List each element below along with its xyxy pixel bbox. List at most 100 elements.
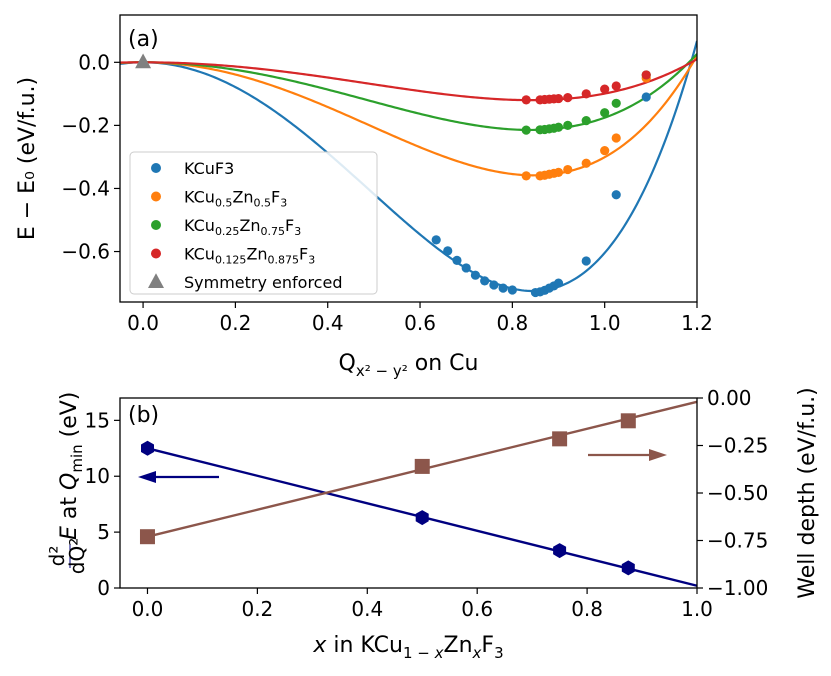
legend-label-3: KCu0.125Zn0.875F3 (184, 245, 315, 267)
point-2-8 (600, 108, 610, 118)
b-point-0-0 (141, 440, 154, 456)
a-y-axis-label: E − E₀ (eV/f.u.) (15, 77, 40, 240)
legend-marker-2 (151, 220, 161, 230)
point-0-14 (553, 278, 564, 288)
b-point-0-2 (553, 543, 567, 559)
a-xtick-label-0: 0.0 (127, 311, 159, 335)
b-xtick-label-1: 0.2 (241, 597, 273, 621)
point-0-16 (611, 190, 621, 200)
b-ytick-left-label-0: 0 (97, 576, 110, 600)
b-xtick-label-2: 0.4 (351, 597, 383, 621)
a-xtick-label-6: 1.2 (681, 311, 713, 335)
a-ytick-label-2: −0.4 (61, 176, 110, 200)
point-1-8 (600, 146, 610, 156)
a-ytick-label-1: −0.2 (61, 113, 110, 137)
point-2-9 (611, 98, 621, 108)
point-1-7 (581, 158, 591, 168)
a-x-axis-label: Qx² − y² on Cu (339, 351, 479, 380)
b-ytick-right-label-3: −0.75 (707, 529, 768, 553)
b-xtick-label-5: 1.0 (681, 597, 713, 621)
point-0-8 (507, 285, 517, 295)
legend-marker-0 (151, 163, 161, 173)
point-2-5 (553, 122, 564, 132)
point-0-2 (452, 255, 462, 265)
a-xtick-label-3: 0.6 (404, 311, 436, 335)
b-point-1-0 (139, 529, 155, 545)
point-2-0 (521, 125, 531, 135)
panel-a-legend: KCuF3 KCu0.5Zn0.5F3 KCu0.25Zn0.75F3 KCu0.12… (129, 151, 378, 295)
b-point-1-2 (552, 431, 568, 447)
point-3-9 (611, 81, 621, 91)
left-axis-arrow (138, 471, 219, 483)
point-0-17 (641, 92, 651, 102)
legend-box (129, 151, 378, 295)
point-1-9 (611, 133, 621, 143)
a-xtick-label-2: 0.4 (312, 311, 344, 335)
b-point-1-3 (620, 413, 636, 429)
point-3-7 (581, 89, 591, 99)
point-2-6 (563, 120, 573, 130)
left-arrow-head (138, 471, 156, 483)
curve-3 (120, 58, 697, 102)
legend-label-4: Symmetry enforced (184, 273, 342, 292)
b-left-y-frac-num: d² (45, 546, 69, 567)
panel-b-curvature-and-well-depth: 0.0 0.2 0.4 0.6 0.8 1.0 0 5 10 15 0.00 −0.25 −0.50 −0… (45, 386, 820, 662)
legend-marker-3 (151, 248, 161, 259)
point-2-7 (581, 116, 591, 126)
point-3-8 (600, 84, 610, 94)
b-point-1-1 (414, 458, 430, 474)
point-3-5 (553, 93, 564, 104)
b-left-y-label-text: E at Qmin (eV) (57, 392, 86, 540)
panel-a-frame (119, 14, 698, 303)
point-1-0 (521, 171, 531, 181)
a-xtick-label-4: 0.8 (496, 311, 528, 335)
b-point-0-1 (415, 510, 429, 526)
legend-marker-1 (151, 191, 161, 202)
curve-2 (120, 53, 697, 132)
a-xtick-label-1: 0.2 (219, 311, 251, 335)
right-axis-arrow (588, 449, 667, 461)
b-ytick-right-label-2: −0.50 (707, 481, 768, 505)
curve-0 (120, 40, 697, 293)
legend-marker-4 (148, 273, 164, 288)
legend-label-0: KCuF3 (184, 159, 234, 178)
point-3-0 (521, 95, 531, 105)
b-xtick-label-0: 0.0 (132, 597, 164, 621)
panel-a-energy-curves: 0.0 0.2 0.4 0.6 0.8 1.0 1.2 0.0 −0.2 −0.4 −0.6 (a) Q… (15, 14, 713, 380)
point-1-5 (553, 167, 564, 177)
point-4-0 (135, 53, 152, 69)
point-0-7 (498, 283, 508, 293)
panel-b-label: (b) (128, 403, 159, 428)
b-xtick-label-3: 0.6 (461, 597, 493, 621)
b-right-y-axis-label: Well depth (eV/f.u.) (795, 387, 820, 598)
b-ytick-right-label-0: 0.00 (707, 386, 752, 410)
b-ytick-right-label-1: −0.25 (707, 434, 768, 458)
b-x-axis-label: x in KCu1 − xZnxF3 (312, 633, 503, 662)
b-xtick-label-4: 0.8 (571, 597, 603, 621)
point-0-4 (470, 270, 481, 280)
point-3-6 (563, 93, 573, 103)
point-0-1 (443, 246, 453, 256)
point-0-5 (480, 276, 490, 286)
point-0-3 (461, 263, 471, 273)
b-point-0-3 (621, 560, 635, 576)
a-ytick-label-3: −0.6 (61, 240, 110, 264)
b-ytick-left-label-1: 5 (97, 520, 110, 544)
b-left-y-frac-den: dQ² (65, 538, 89, 574)
a-ytick-label-0: 0.0 (78, 50, 110, 74)
b-ytick-left-label-2: 10 (85, 464, 110, 488)
b-ytick-right-label-4: −1.00 (707, 576, 768, 600)
legend-label-2: KCu0.25Zn0.75F3 (184, 216, 301, 238)
point-0-0 (431, 235, 441, 245)
panel-b-frame (119, 397, 698, 589)
right-arrow-head (649, 449, 667, 461)
b-ytick-left-label-3: 15 (85, 408, 110, 432)
point-3-10 (641, 70, 651, 80)
panel-a-label: (a) (128, 27, 159, 52)
point-1-6 (563, 164, 573, 175)
point-0-6 (489, 280, 499, 290)
legend-label-1: KCu0.5Zn0.5F3 (184, 188, 287, 210)
curve-1 (120, 55, 697, 177)
